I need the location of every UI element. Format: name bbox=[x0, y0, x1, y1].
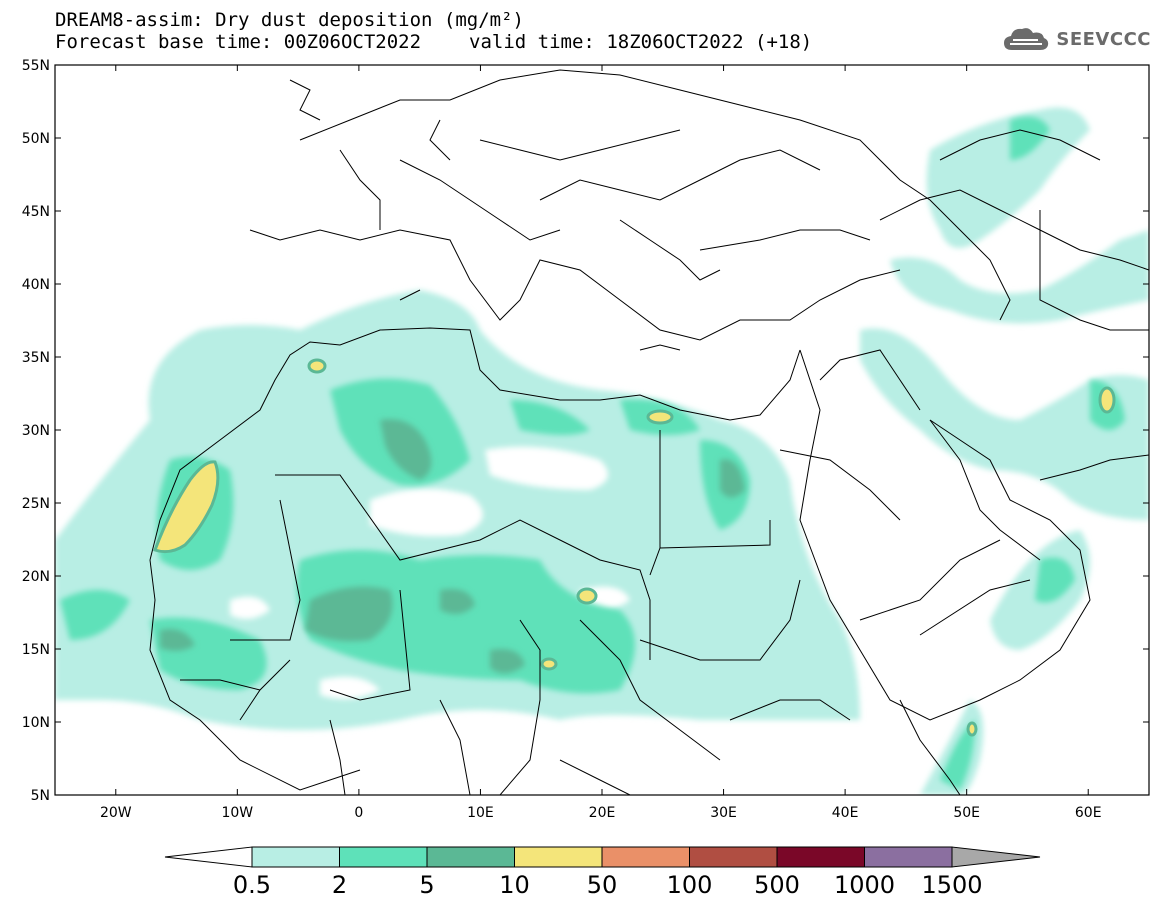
colorbar-swatch bbox=[690, 847, 778, 867]
colorbar-label: 1500 bbox=[921, 871, 982, 899]
lat-tick-label: 25N bbox=[22, 496, 50, 512]
colorbar-swatch bbox=[340, 847, 428, 867]
lat-tick-label: 30N bbox=[22, 423, 50, 439]
lon-tick-label: 0 bbox=[354, 805, 363, 821]
colorbar-swatch bbox=[865, 847, 953, 867]
colorbar-label: 5 bbox=[419, 871, 434, 899]
lat-tick-label: 5N bbox=[31, 788, 50, 804]
colorbar-label: 1000 bbox=[834, 871, 895, 899]
lon-tick-label: 20W bbox=[100, 805, 132, 821]
lat-tick-label: 10N bbox=[22, 715, 50, 731]
colorbar-swatch bbox=[427, 847, 515, 867]
lat-tick-label: 20N bbox=[22, 569, 50, 585]
lat-tick-label: 35N bbox=[22, 350, 50, 366]
colorbar-label: 50 bbox=[587, 871, 618, 899]
lat-tick-label: 15N bbox=[22, 642, 50, 658]
lon-tick-label: 10E bbox=[467, 805, 494, 821]
lon-tick-label: 60E bbox=[1075, 805, 1102, 821]
colorbar-label: 2 bbox=[332, 871, 347, 899]
colorbar-swatch bbox=[515, 847, 603, 867]
map-plot-area bbox=[55, 65, 1149, 795]
colorbar-label: 10 bbox=[499, 871, 530, 899]
lon-tick-label: 50E bbox=[953, 805, 980, 821]
lat-tick-label: 55N bbox=[22, 58, 50, 74]
lon-tick-label: 30E bbox=[710, 805, 737, 821]
colorbar-label: 0.5 bbox=[233, 871, 271, 899]
colorbar-swatch bbox=[252, 847, 340, 867]
colorbar-under-arrow bbox=[165, 847, 252, 867]
lon-tick-label: 20E bbox=[589, 805, 616, 821]
colorbar-over-arrow bbox=[952, 847, 1040, 867]
colorbar-swatch bbox=[602, 847, 690, 867]
colorbar-label: 100 bbox=[667, 871, 713, 899]
lon-tick-label: 40E bbox=[832, 805, 859, 821]
lat-tick-label: 50N bbox=[22, 131, 50, 147]
colorbar-label: 500 bbox=[754, 871, 800, 899]
lon-tick-label: 10W bbox=[221, 805, 253, 821]
colorbar-swatch bbox=[777, 847, 865, 867]
lat-tick-label: 45N bbox=[22, 204, 50, 220]
colorbar: 0.5 2 5 10 50 100 500 1000 1500 bbox=[165, 847, 1040, 899]
lat-tick-label: 40N bbox=[22, 277, 50, 293]
